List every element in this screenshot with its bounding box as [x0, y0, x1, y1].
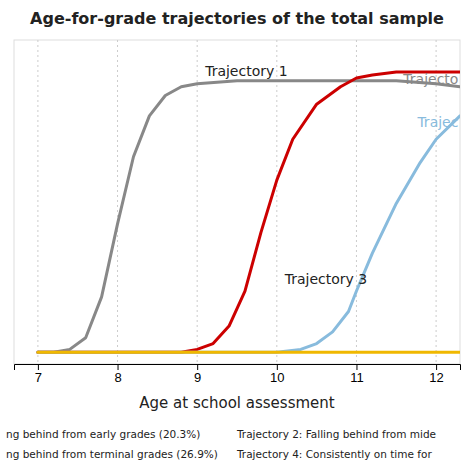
grid-line-x: [197, 40, 198, 364]
x-tick-mark: [356, 364, 357, 370]
annotation: Trajectory 1: [204, 63, 287, 79]
series-line: [38, 81, 460, 352]
annotation: Trajectory 3: [284, 271, 367, 287]
grid-line-x: [436, 40, 437, 364]
grid: [38, 40, 436, 364]
x-tick: 8: [114, 364, 121, 385]
x-tick-label: 8: [114, 370, 121, 385]
x-tick-mark: [277, 364, 278, 370]
x-tick-mark: [197, 364, 198, 370]
x-tick-label: 10: [270, 370, 284, 385]
x-tick: 11: [350, 364, 364, 385]
x-tick-label: 11: [350, 370, 364, 385]
x-tick-label: 9: [194, 370, 201, 385]
x-tick-mark: [118, 364, 119, 370]
x-tick: 10: [270, 364, 284, 385]
grid-line-x: [276, 40, 277, 364]
annotations: Trajectory 1 Trajectory 3 Trajecto Trajec: [204, 63, 458, 288]
notes: ng behind from early grades (20.3%) ng be…: [6, 428, 436, 460]
x-tick-mark: [38, 364, 39, 370]
x-tick-mark: [436, 364, 437, 370]
lines: [38, 72, 460, 352]
series-line: [38, 72, 460, 352]
x-tick-label: 12: [429, 370, 443, 385]
title: Age-for-grade trajectories of the total …: [30, 9, 444, 28]
note: Trajectory 4: Consistently on time for: [236, 448, 432, 460]
x-axis-title: Age at school assessment: [139, 394, 335, 412]
chart: 789101112Trajectory 1Trajectory 3Traject…: [0, 0, 474, 474]
grid-line-x: [117, 40, 118, 364]
x-axis: 7 8 9 10 11 12: [15, 364, 461, 385]
note: ng behind from early grades (20.3%): [6, 428, 200, 440]
note: Trajectory 2: Falling behind from mide: [236, 428, 436, 440]
plot-frame: [14, 40, 460, 364]
series-line: [38, 351, 460, 354]
x-tick: 12: [429, 364, 443, 385]
x-tick: 7: [35, 364, 42, 385]
annotation: Trajec: [416, 114, 458, 130]
note: ng behind from terminal grades (26.9%): [6, 448, 218, 460]
series-line: [38, 116, 460, 352]
grid-line-x: [37, 40, 38, 364]
x-axis-line: [15, 365, 461, 371]
grid-line-x: [356, 40, 357, 364]
x-tick-label: 7: [35, 370, 42, 385]
annotation: Trajecto: [402, 71, 458, 87]
x-tick: 9: [194, 364, 201, 385]
